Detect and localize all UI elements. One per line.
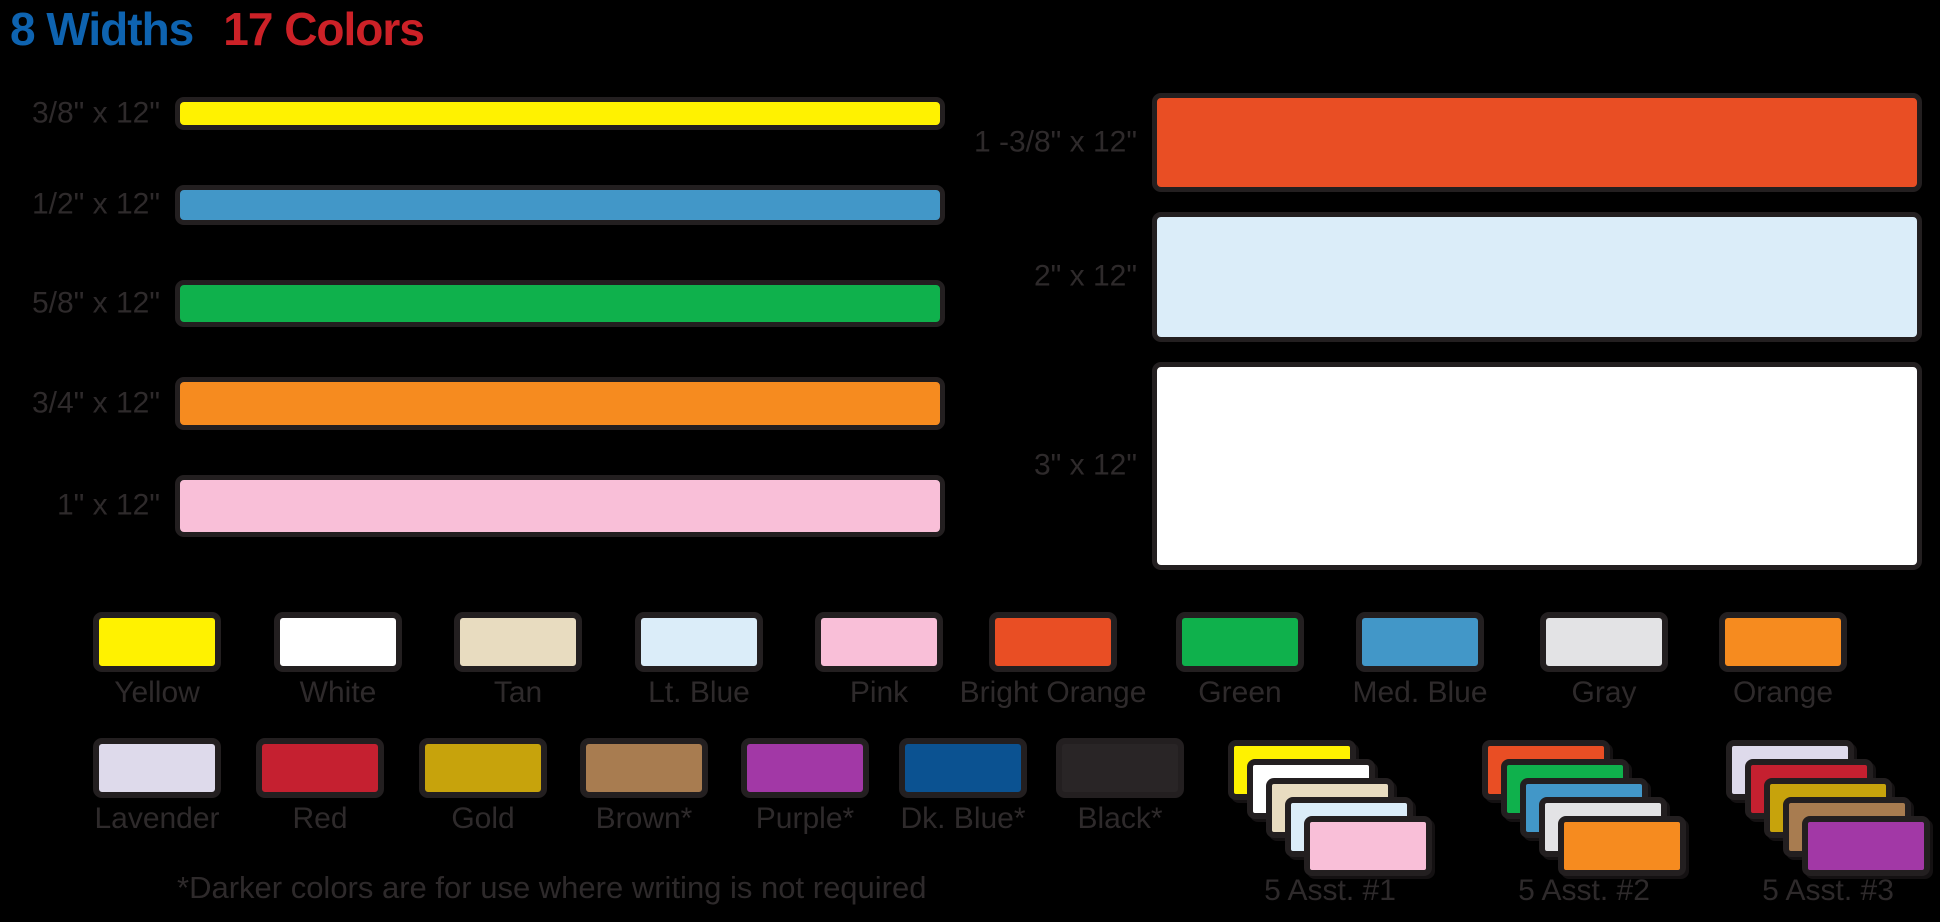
size-bar-white: [1152, 362, 1922, 570]
swatch-label: Gray: [1571, 676, 1637, 709]
size-bar-med-blue: [175, 185, 945, 225]
color-swatch-tan: [454, 612, 582, 672]
swatch-label: Green: [1198, 676, 1282, 709]
assortment-label: 5 Asst. #3: [1762, 874, 1894, 907]
page-title: 8 Widths 17 Colors: [10, 2, 425, 56]
size-bar-green: [175, 280, 945, 327]
swatch-label: Dk. Blue*: [900, 802, 1026, 835]
swatch-label: Bright Orange: [959, 676, 1147, 709]
size-bar-pink: [175, 475, 945, 537]
color-swatch-gray: [1540, 612, 1668, 672]
swatch-label: Lt. Blue: [648, 676, 750, 709]
title-colors: 17 Colors: [223, 3, 425, 55]
color-swatch-green: [1176, 612, 1304, 672]
swatch-label: White: [299, 676, 377, 709]
size-bar-label: 3" x 12": [1033, 448, 1137, 482]
swatch-label: Red: [292, 802, 348, 835]
swatch-label: Black*: [1077, 802, 1163, 835]
stack-card-pink: [1304, 816, 1432, 876]
size-bar-lt-blue: [1152, 212, 1922, 342]
swatch-label: Orange: [1732, 676, 1834, 709]
color-swatch-yellow: [93, 612, 221, 672]
color-swatch-purple: [741, 738, 869, 798]
size-bar-yellow: [175, 97, 945, 130]
swatch-label: Purple*: [755, 802, 855, 835]
swatch-label: Brown*: [595, 802, 693, 835]
size-bar-label: 2" x 12": [1033, 259, 1137, 293]
assortment-label: 5 Asst. #1: [1264, 874, 1396, 907]
size-bar-bright-orange: [1152, 93, 1922, 192]
color-swatch-lavender: [93, 738, 221, 798]
stack-card-orange: [1558, 816, 1686, 876]
swatch-label: Tan: [493, 676, 543, 709]
color-swatch-brown: [580, 738, 708, 798]
color-swatch-bright-orange: [989, 612, 1117, 672]
swatch-label: Gold: [451, 802, 515, 835]
color-swatch-white: [274, 612, 402, 672]
color-swatch-lt-blue: [635, 612, 763, 672]
stack-card-purple: [1802, 816, 1930, 876]
swatch-label: Yellow: [114, 676, 200, 709]
footnote: *Darker colors are for use where writing…: [177, 870, 927, 905]
assortment-label: 5 Asst. #2: [1518, 874, 1650, 907]
color-swatch-red: [256, 738, 384, 798]
color-swatch-orange: [1719, 612, 1847, 672]
size-bar-label: 1 -3/8" x 12": [973, 124, 1137, 158]
swatch-label: Med. Blue: [1352, 676, 1488, 709]
size-bar-label: 1" x 12": [56, 488, 160, 522]
swatch-label: Pink: [849, 676, 909, 709]
size-bar-label: 3/4" x 12": [31, 385, 160, 419]
size-bar-label: 1/2" x 12": [31, 187, 160, 221]
color-swatch-black: [1056, 738, 1184, 798]
swatch-label: Lavender: [94, 802, 220, 835]
title-widths: 8 Widths: [10, 3, 194, 55]
size-bar-orange: [175, 377, 945, 430]
color-swatch-dk-blue: [899, 738, 1027, 798]
size-bar-label: 3/8" x 12": [31, 95, 160, 129]
color-swatch-gold: [419, 738, 547, 798]
size-bar-label: 5/8" x 12": [31, 285, 160, 319]
color-swatch-pink: [815, 612, 943, 672]
color-swatch-med-blue: [1356, 612, 1484, 672]
